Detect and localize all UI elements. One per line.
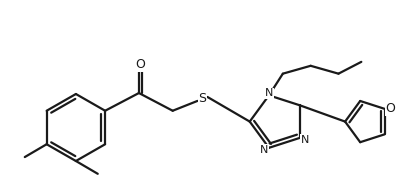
Text: N: N xyxy=(301,135,309,145)
Text: S: S xyxy=(198,92,206,105)
Text: N: N xyxy=(260,145,268,155)
Text: O: O xyxy=(386,102,395,115)
Text: O: O xyxy=(135,58,145,71)
Text: N: N xyxy=(265,88,273,98)
